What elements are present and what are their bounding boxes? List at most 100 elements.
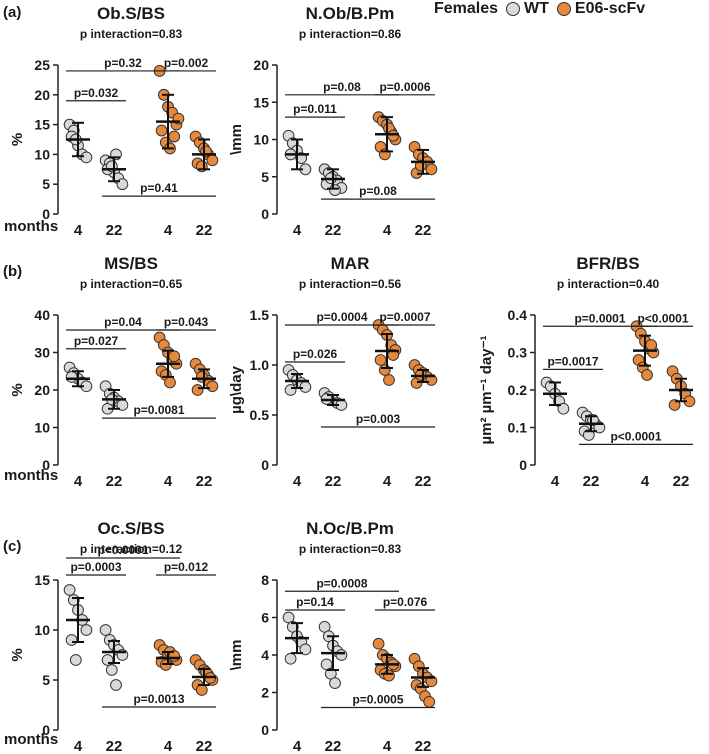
p-value-label: p<0.0001 — [97, 543, 148, 557]
x-tick-label: 4 — [74, 222, 83, 239]
y-tick-label: 20 — [34, 87, 50, 103]
data-point — [387, 129, 400, 142]
p-value-label: p=0.41 — [140, 181, 178, 195]
x-tick-label: 22 — [415, 738, 432, 754]
panel-label-a: (a) — [3, 4, 22, 21]
p-value-label: p=0.0007 — [379, 310, 430, 324]
y-tick-label: 20 — [34, 382, 50, 398]
p-value-label: p=0.002 — [164, 56, 209, 70]
chart-n-ob-b-pm: N.Ob/B.Pm p interaction=0.86 0 5 10 15 20 \mm 4 2… — [228, 4, 438, 239]
chart-oc-s-bs: Oc.S/BS p interaction=0.12 0 5 10 15% 4 22 4 22 p=… — [9, 519, 219, 754]
legend-wt-marker — [506, 2, 521, 16]
p-value-label: p=0.076 — [383, 595, 428, 609]
chart-title: MAR — [331, 254, 370, 273]
p-value-label: p=0.0013 — [133, 692, 184, 706]
p-value-label: p=0.08 — [323, 80, 361, 94]
x-tick-label: 22 — [673, 473, 690, 490]
data-point — [582, 429, 595, 441]
data-point — [374, 354, 387, 366]
x-tick-label: 22 — [325, 473, 342, 490]
data-point — [195, 684, 208, 696]
data-point — [63, 584, 76, 596]
chart-title: N.Oc/B.Pm — [306, 519, 394, 538]
y-tick-label: 1.0 — [250, 357, 270, 373]
x-tick-label: 4 — [293, 473, 302, 490]
y-axis-label: \mm — [228, 640, 245, 671]
y-tick-label: 15 — [253, 94, 269, 110]
y-axis-label: µm² µm⁻¹ day⁻¹ — [478, 336, 495, 445]
p-value-label: p=0.011 — [293, 102, 337, 116]
p-value-label: p<0.0001 — [637, 311, 688, 325]
y-tick-label: 5 — [42, 176, 50, 192]
y-tick-label: 6 — [261, 610, 269, 626]
y-tick-label: 20 — [253, 57, 269, 73]
x-tick-label: 22 — [106, 473, 123, 490]
x-tick-label: 22 — [583, 473, 600, 490]
x-tick-label: 22 — [415, 222, 432, 239]
y-axis-label: % — [9, 133, 26, 146]
y-tick-label: 5 — [42, 672, 50, 688]
panel-label-c: (c) — [3, 538, 22, 555]
data-point — [110, 679, 122, 691]
data-point — [329, 184, 341, 197]
data-point — [299, 643, 312, 656]
x-tick-label: 22 — [196, 738, 213, 754]
data-point — [80, 624, 93, 636]
p-value-label: p=0.0017 — [547, 354, 598, 368]
p-value-label: p=0.026 — [293, 347, 338, 361]
chart-n-oc-b-pm: N.Oc/B.Pm p interaction=0.83 0 2 4 6 8 \mm 4 22 4 2… — [228, 519, 438, 754]
y-tick-label: 40 — [34, 307, 50, 323]
data-point — [206, 380, 219, 393]
x-tick-label: 22 — [415, 473, 432, 490]
chart-bfr-bs: BFR/BS p interaction=0.40 0 0.1 0.2 0.3 0.4 µm²… — [478, 254, 696, 490]
x-tick-label: 4 — [293, 738, 302, 754]
y-tick-label: 0 — [42, 457, 50, 473]
y-tick-label: 0 — [519, 457, 527, 473]
data-point — [80, 151, 93, 164]
data-point — [423, 695, 436, 708]
p-value-label: p=0.0081 — [133, 403, 184, 417]
chart-title: BFR/BS — [576, 254, 639, 273]
x-tick-label: 4 — [164, 222, 173, 239]
x-tick-label: 4 — [74, 473, 83, 490]
chart-subtitle: p interaction=0.65 — [80, 277, 183, 291]
y-axis-label: % — [9, 383, 26, 396]
legend-wt-label: WT — [524, 0, 549, 17]
x-tick-label: 22 — [196, 473, 213, 490]
data-point — [168, 350, 181, 363]
y-tick-label: 2 — [261, 685, 269, 701]
x-tick-label: 4 — [164, 738, 173, 754]
y-tick-label: 0 — [42, 206, 50, 222]
y-axis-label: \mm — [228, 124, 245, 155]
y-tick-label: 0.3 — [508, 345, 528, 361]
x-tick-label: 4 — [383, 738, 392, 754]
data-point — [372, 637, 385, 650]
y-tick-label: 10 — [34, 146, 50, 162]
chart-mar: MAR p interaction=0.56 0 0.5 1.0 1.5 µg\day 4 22… — [228, 254, 438, 490]
y-tick-label: 30 — [34, 345, 50, 361]
y-tick-label: 15 — [34, 572, 50, 588]
chart-title: Oc.S/BS — [97, 519, 164, 538]
data-point — [155, 124, 168, 137]
data-point — [65, 634, 78, 646]
p-value-label: p=0.04 — [104, 315, 142, 329]
x-tick-label: 4 — [551, 473, 560, 490]
x-tick-label: 22 — [196, 222, 213, 239]
x-tick-label: 22 — [106, 222, 123, 239]
legend-title: Females — [434, 0, 499, 17]
x-tick-label: 22 — [325, 222, 342, 239]
y-tick-label: 10 — [34, 622, 50, 638]
y-tick-label: 15 — [34, 117, 50, 133]
y-tick-label: 0.1 — [508, 420, 528, 436]
p-value-label: p=0.027 — [74, 334, 119, 348]
chart-title: Ob.S/BS — [97, 4, 165, 23]
y-tick-label: 8 — [261, 572, 269, 588]
data-point — [383, 669, 395, 682]
x-tick-label: 4 — [74, 738, 83, 754]
p-value-label: p=0.0004 — [316, 310, 367, 324]
y-tick-label: 0.4 — [508, 307, 528, 323]
x-tick-label: 4 — [383, 473, 392, 490]
data-point — [284, 384, 297, 396]
chart-title: MS/BS — [104, 254, 158, 273]
x-tick-label: 22 — [325, 738, 342, 754]
